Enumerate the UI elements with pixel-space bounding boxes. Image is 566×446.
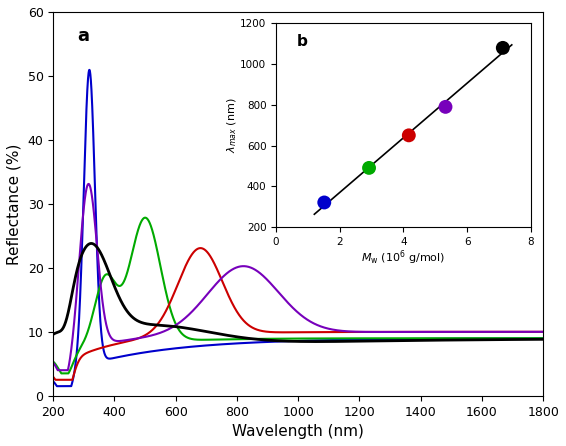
Text: a: a — [78, 27, 90, 45]
X-axis label: Wavelength (nm): Wavelength (nm) — [232, 424, 364, 439]
Y-axis label: Reflectance (%): Reflectance (%) — [7, 143, 22, 264]
